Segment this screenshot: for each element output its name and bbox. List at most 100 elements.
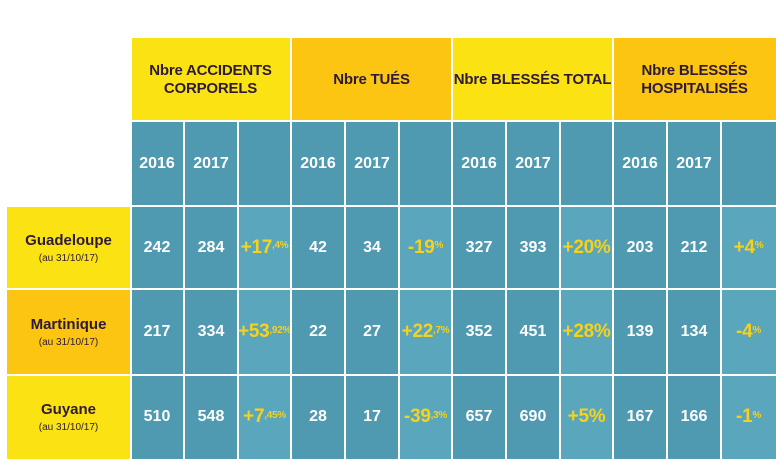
change-decimal: % xyxy=(752,324,761,336)
year-label: 2016 xyxy=(139,154,175,172)
change-main: +28% xyxy=(562,321,611,342)
change-main: +53 xyxy=(238,321,270,342)
row-date: (au 31/10/17) xyxy=(38,422,99,433)
group-header-injured-total: Nbre BLESSÉS TOTAL xyxy=(452,38,613,121)
value-2016: 139 xyxy=(626,323,654,340)
row-name: Guyane xyxy=(40,401,97,418)
year-label: 2017 xyxy=(354,154,390,172)
year-header: 2017 xyxy=(184,121,238,206)
value-2017: 27 xyxy=(363,323,381,340)
grid-divider xyxy=(666,121,668,459)
value-2016: 203 xyxy=(626,238,654,256)
grid-divider xyxy=(290,38,292,459)
change-cell: +22,7% xyxy=(399,289,452,375)
change-cell: +28% xyxy=(560,289,613,375)
value-2016: 510 xyxy=(143,408,171,425)
grid-divider xyxy=(7,288,776,290)
value-cell: 217 xyxy=(130,289,184,375)
value-2016: 327 xyxy=(465,238,493,256)
year-label: 2016 xyxy=(300,154,336,172)
grid-divider xyxy=(505,121,507,459)
year-label: 2016 xyxy=(622,154,658,172)
change-main: +4 xyxy=(733,236,755,258)
change-cell: +7,45% xyxy=(238,375,291,459)
value-2016: 217 xyxy=(143,323,171,340)
change-main: -4 xyxy=(736,321,753,342)
group-header-label: Nbre BLESSÉS HOSPITALISÉS xyxy=(641,61,748,97)
change-main: -1 xyxy=(736,406,753,427)
group-header-label: Nbre ACCIDENTS CORPORELS xyxy=(149,61,272,97)
value-cell: 134 xyxy=(667,289,721,375)
value-2017: 690 xyxy=(519,408,547,425)
change-cell: -1% xyxy=(721,375,776,459)
change-decimal: % xyxy=(754,240,764,251)
value-cell: 548 xyxy=(184,375,238,459)
value-2016: 242 xyxy=(143,238,171,256)
value-cell: 203 xyxy=(613,206,667,289)
change-main: +17 xyxy=(240,236,273,258)
year-header-blank xyxy=(721,121,776,206)
year-header: 2016 xyxy=(291,121,345,206)
year-header: 2016 xyxy=(130,121,184,206)
value-cell: 166 xyxy=(667,375,721,459)
change-cell: +53,92% xyxy=(238,289,291,375)
value-2016: 657 xyxy=(465,408,493,425)
change-decimal: ,3% xyxy=(430,409,448,421)
value-cell: 34 xyxy=(345,206,399,289)
change-main: +5% xyxy=(567,406,606,427)
value-2017: 334 xyxy=(197,323,225,340)
change-cell: +17,4% xyxy=(238,206,291,289)
value-cell: 510 xyxy=(130,375,184,459)
group-header-hospitalised: Nbre BLESSÉS HOSPITALISÉS xyxy=(613,38,776,121)
year-label: 2016 xyxy=(461,154,497,172)
value-2017: 212 xyxy=(680,238,708,256)
year-label: 2017 xyxy=(193,154,229,172)
value-2016: 167 xyxy=(626,408,654,425)
group-header-label: Nbre TUÉS xyxy=(333,70,410,88)
change-main: +22 xyxy=(401,321,434,342)
group-header-killed: Nbre TUÉS xyxy=(291,38,452,121)
value-2016: 22 xyxy=(309,323,327,340)
value-2017: 451 xyxy=(519,323,547,340)
year-header: 2017 xyxy=(667,121,721,206)
change-decimal: % xyxy=(752,409,761,421)
value-2016: 352 xyxy=(465,323,493,340)
value-cell: 451 xyxy=(506,289,560,375)
change-decimal: ,45% xyxy=(264,409,286,421)
grid-divider xyxy=(559,121,561,459)
change-main: +20% xyxy=(562,236,611,258)
value-2017: 284 xyxy=(197,238,225,256)
value-cell: 334 xyxy=(184,289,238,375)
year-label: 2017 xyxy=(676,154,712,172)
value-cell: 212 xyxy=(667,206,721,289)
change-decimal: ,92% xyxy=(269,324,291,336)
value-cell: 139 xyxy=(613,289,667,375)
value-cell: 28 xyxy=(291,375,345,459)
row-label-guyane: Guyane (au 31/10/17) xyxy=(7,375,130,459)
change-cell: +4% xyxy=(721,206,776,289)
value-cell: 327 xyxy=(452,206,506,289)
value-cell: 27 xyxy=(345,289,399,375)
change-decimal: ,4% xyxy=(272,240,289,251)
value-cell: 657 xyxy=(452,375,506,459)
value-cell: 690 xyxy=(506,375,560,459)
value-cell: 17 xyxy=(345,375,399,459)
year-header-blank xyxy=(399,121,452,206)
value-cell: 242 xyxy=(130,206,184,289)
grid-divider xyxy=(7,205,776,207)
grid-divider xyxy=(451,38,453,459)
change-decimal: ,7% xyxy=(433,324,450,336)
change-cell: -4% xyxy=(721,289,776,375)
grid-divider xyxy=(130,120,776,122)
change-cell: -39,3% xyxy=(399,375,452,459)
grid-divider xyxy=(237,121,239,459)
grid-divider xyxy=(130,38,132,459)
row-name: Guadeloupe xyxy=(25,231,112,249)
year-header-blank xyxy=(560,121,613,206)
group-header-accidents: Nbre ACCIDENTS CORPORELS xyxy=(130,38,291,121)
value-2017: 17 xyxy=(363,408,381,425)
year-header: 2016 xyxy=(452,121,506,206)
value-cell: 22 xyxy=(291,289,345,375)
value-2017: 166 xyxy=(680,408,708,425)
change-main: -39 xyxy=(404,406,431,427)
